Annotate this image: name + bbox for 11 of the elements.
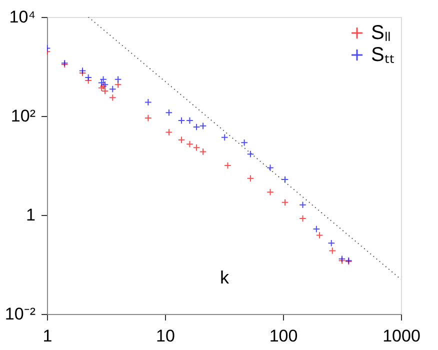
x-tick-label: 1 (42, 326, 52, 346)
x-tick-label: 10 (156, 326, 175, 346)
legend-label: Sₜₜ (371, 44, 394, 66)
x-tick-label: 1000 (382, 326, 420, 346)
y-tick-label: 10² (10, 106, 36, 126)
y-tick-label: 10⁻² (4, 304, 36, 324)
x-axis-title: k (220, 268, 230, 288)
y-tick-label: 10⁴ (9, 8, 36, 26)
legend-label: Sₗₗ (371, 22, 390, 44)
x-tick-label: 100 (269, 326, 298, 346)
y-tick-label: 1 (26, 206, 36, 224)
